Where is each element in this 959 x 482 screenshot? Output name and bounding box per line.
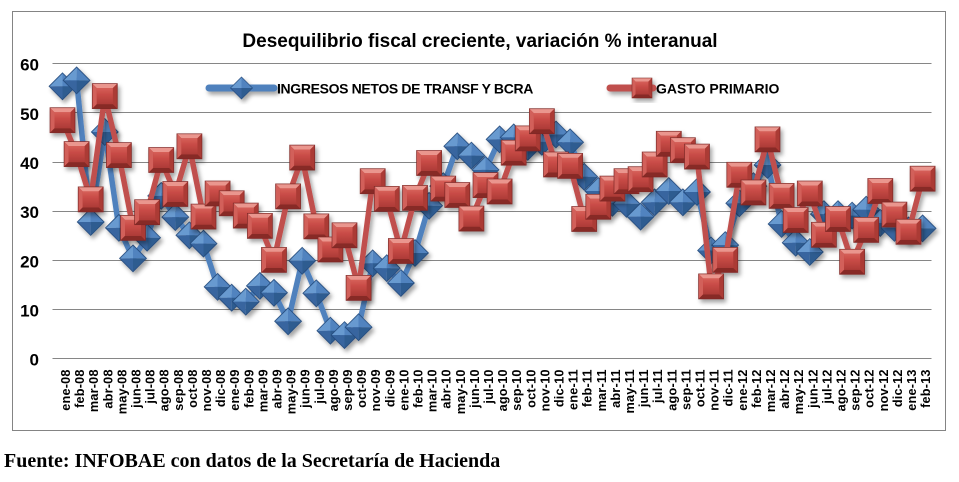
svg-text:0: 0 xyxy=(30,351,39,370)
svg-text:nov-10: nov-10 xyxy=(538,369,552,411)
svg-text:oct-10: oct-10 xyxy=(524,369,538,408)
svg-text:40: 40 xyxy=(20,154,39,173)
svg-text:nov-11: nov-11 xyxy=(708,369,722,410)
svg-text:ago-08: ago-08 xyxy=(158,369,172,411)
svg-text:50: 50 xyxy=(20,105,39,124)
svg-text:ene-10: ene-10 xyxy=(397,369,411,410)
svg-text:dic-09: dic-09 xyxy=(383,369,397,407)
svg-text:jun-09: jun-09 xyxy=(299,369,313,409)
svg-text:may-09: may-09 xyxy=(285,369,299,414)
svg-text:abr-12: abr-12 xyxy=(778,369,792,408)
svg-text:mar-09: mar-09 xyxy=(256,369,270,412)
svg-text:nov-12: nov-12 xyxy=(877,369,891,411)
svg-text:dic-08: dic-08 xyxy=(214,369,228,407)
svg-text:sep-10: sep-10 xyxy=(510,369,524,410)
svg-text:INGRESOS NETOS DE TRANSF Y BCR: INGRESOS NETOS DE TRANSF Y BCRA xyxy=(277,81,533,97)
svg-text:may-11: may-11 xyxy=(623,369,637,413)
svg-text:oct-08: oct-08 xyxy=(186,369,200,408)
svg-text:ago-12: ago-12 xyxy=(835,369,849,411)
svg-text:mar-10: mar-10 xyxy=(426,369,440,412)
svg-text:may-08: may-08 xyxy=(115,369,129,414)
svg-text:jul-11: jul-11 xyxy=(651,369,665,404)
svg-text:GASTO PRIMARIO: GASTO PRIMARIO xyxy=(656,81,780,97)
svg-text:ene-08: ene-08 xyxy=(59,369,73,410)
svg-text:ago-09: ago-09 xyxy=(327,369,341,411)
svg-text:jul-12: jul-12 xyxy=(820,369,834,404)
svg-text:feb-11: feb-11 xyxy=(581,369,595,407)
svg-text:feb-12: feb-12 xyxy=(750,369,764,408)
svg-text:feb-09: feb-09 xyxy=(242,369,256,408)
svg-text:jun-11: jun-11 xyxy=(637,369,651,408)
svg-text:feb-10: feb-10 xyxy=(412,369,426,408)
svg-text:dic-11: dic-11 xyxy=(722,369,736,406)
svg-text:sep-12: sep-12 xyxy=(849,369,863,410)
svg-text:60: 60 xyxy=(20,56,39,75)
svg-text:may-10: may-10 xyxy=(454,369,468,414)
svg-text:jun-10: jun-10 xyxy=(468,369,482,409)
svg-text:jun-08: jun-08 xyxy=(130,369,144,409)
svg-text:jul-09: jul-09 xyxy=(313,369,327,404)
svg-text:jul-10: jul-10 xyxy=(482,369,496,404)
svg-text:oct-12: oct-12 xyxy=(863,369,877,408)
svg-text:20: 20 xyxy=(20,252,39,271)
svg-text:ene-13: ene-13 xyxy=(905,369,919,410)
svg-text:ago-11: ago-11 xyxy=(665,369,679,410)
svg-text:abr-11: abr-11 xyxy=(609,369,623,408)
svg-text:may-12: may-12 xyxy=(792,369,806,414)
svg-text:dic-12: dic-12 xyxy=(891,369,905,407)
svg-text:mar-08: mar-08 xyxy=(87,369,101,412)
svg-text:jul-08: jul-08 xyxy=(144,369,158,404)
svg-text:feb-08: feb-08 xyxy=(73,369,87,408)
svg-text:sep-09: sep-09 xyxy=(341,369,355,410)
svg-text:feb-13: feb-13 xyxy=(919,369,933,408)
svg-text:mar-11: mar-11 xyxy=(595,369,609,411)
svg-text:ene-09: ene-09 xyxy=(228,369,242,410)
svg-text:mar-12: mar-12 xyxy=(764,369,778,412)
svg-text:abr-09: abr-09 xyxy=(271,369,285,408)
svg-text:nov-09: nov-09 xyxy=(369,369,383,411)
svg-text:abr-10: abr-10 xyxy=(440,369,454,408)
svg-text:oct-11: oct-11 xyxy=(694,369,708,407)
svg-text:ene-12: ene-12 xyxy=(736,369,750,410)
svg-text:ene-11: ene-11 xyxy=(567,369,581,410)
svg-text:ago-10: ago-10 xyxy=(496,369,510,411)
svg-text:oct-09: oct-09 xyxy=(355,369,369,408)
svg-text:nov-08: nov-08 xyxy=(200,369,214,411)
svg-text:sep-08: sep-08 xyxy=(172,369,186,410)
svg-text:abr-08: abr-08 xyxy=(101,369,115,408)
svg-text:30: 30 xyxy=(20,203,39,222)
svg-text:jun-12: jun-12 xyxy=(806,369,820,409)
svg-text:sep-11: sep-11 xyxy=(679,369,693,410)
svg-text:Fuente: INFOBAE con datos de l: Fuente: INFOBAE con datos de la Secretar… xyxy=(4,450,500,472)
svg-text:Desequilibrio fiscal creciente: Desequilibrio fiscal creciente, variació… xyxy=(242,31,717,52)
svg-text:dic-10: dic-10 xyxy=(553,369,567,407)
svg-text:10: 10 xyxy=(20,301,39,320)
